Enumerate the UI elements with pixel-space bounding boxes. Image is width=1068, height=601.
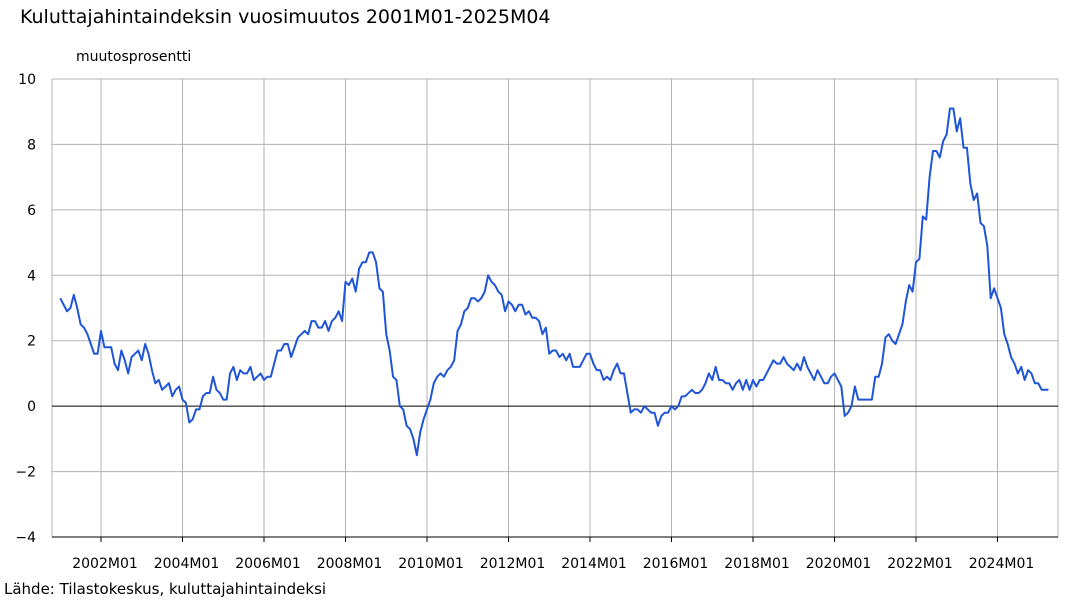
tick-labels: −4 −2 0 2 4 6 8 10 2002M01 2004M01 2006M01 2008M01 2…	[15, 72, 1034, 572]
x-tick-label: 2002M01	[72, 556, 138, 572]
chart-title: Kuluttajahintaindeksin vuosimuutos 2001M…	[20, 6, 551, 28]
x-tick-label: 2006M01	[235, 556, 301, 572]
source-note: Lähde: Tilastokeskus, kuluttajahintainde…	[4, 580, 327, 598]
y-tick-label: 4	[27, 268, 36, 284]
x-tick-label: 2012M01	[480, 556, 546, 572]
gridlines	[51, 78, 1059, 538]
y-tick-label: 10	[18, 72, 36, 88]
x-tick-label: 2016M01	[643, 556, 709, 572]
series-line-vuosimuutos	[59, 107, 1049, 457]
x-tick-label: 2018M01	[724, 556, 790, 572]
y-tick-label: −4	[15, 530, 36, 546]
x-tick-label: 2022M01	[887, 556, 953, 572]
y-tick-label: 6	[27, 203, 36, 219]
x-tick-label: 2014M01	[561, 556, 627, 572]
axes	[52, 405, 1058, 542]
y-tick-label: −2	[15, 465, 36, 481]
x-tick-label: 2020M01	[806, 556, 872, 572]
y-tick-label: 0	[27, 399, 36, 415]
y-tick-label: 8	[27, 137, 36, 153]
series-layer	[59, 107, 1049, 457]
x-tick-label: 2010M01	[398, 556, 464, 572]
y-tick-label: 2	[27, 334, 36, 350]
y-axis-label: muutosprosentti	[76, 49, 192, 65]
x-tick-label: 2004M01	[154, 556, 220, 572]
x-tick-label: 2008M01	[317, 556, 383, 572]
x-tick-label: 2024M01	[969, 556, 1035, 572]
